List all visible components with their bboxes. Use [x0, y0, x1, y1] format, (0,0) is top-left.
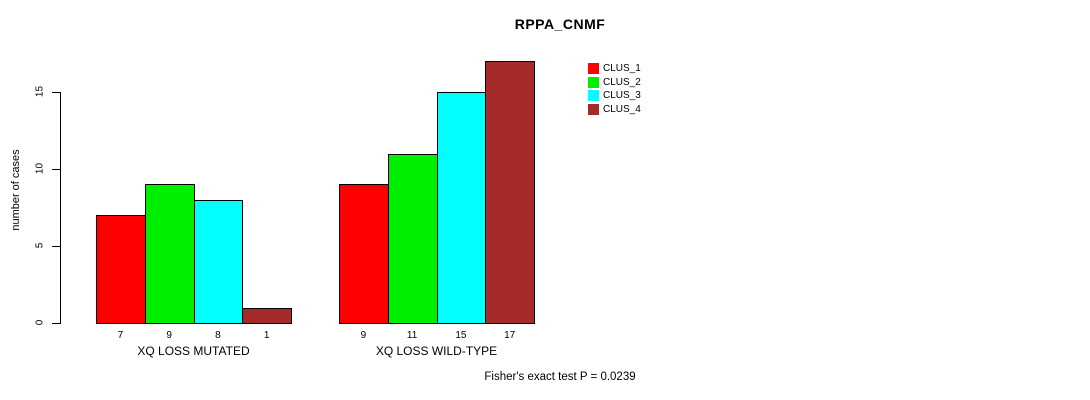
y-axis-tick-label: 15: [34, 85, 46, 98]
legend-item: CLUS_3: [588, 89, 641, 103]
bar-value-label: 15: [455, 330, 467, 341]
bar-value-label: 11: [406, 330, 418, 341]
y-axis-tick-label: 10: [34, 162, 46, 175]
x-axis-group-label: XQ LOSS WILD-TYPE: [375, 344, 498, 358]
chart-title: RPPA_CNMF: [514, 16, 606, 32]
legend-label: CLUS_3: [603, 90, 641, 102]
bar: [242, 307, 292, 324]
legend-item: CLUS_4: [588, 103, 641, 117]
legend-label: CLUS_1: [603, 63, 641, 75]
bar: [436, 92, 487, 324]
y-axis-label: number of cases: [10, 149, 22, 231]
footnote: Fisher's exact test P = 0.0239: [484, 371, 636, 383]
legend-item: CLUS_1: [588, 62, 641, 76]
y-axis-tick: [52, 323, 60, 324]
legend: CLUS_1 CLUS_2 CLUS_3 CLUS_4: [588, 62, 641, 116]
bar: [387, 153, 438, 324]
legend-label: CLUS_2: [603, 76, 641, 88]
legend-swatch: [588, 103, 599, 115]
bar-value-label: 1: [263, 330, 270, 341]
legend-swatch: [588, 90, 599, 102]
y-axis-tick-label: 5: [34, 242, 46, 249]
legend-swatch: [588, 63, 599, 75]
bar-value-label: 7: [117, 330, 124, 341]
bar: [485, 61, 535, 324]
legend-swatch: [588, 76, 599, 88]
bar: [339, 184, 389, 324]
bar-value-label: 9: [166, 330, 172, 341]
legend-item: CLUS_2: [588, 76, 641, 90]
bar-value-label: 8: [215, 330, 221, 341]
y-axis-tick: [52, 246, 60, 247]
y-axis-line: [60, 92, 61, 324]
bar-value-label: 17: [504, 330, 516, 341]
y-axis-tick-label: 0: [34, 319, 46, 326]
bar-value-label: 9: [360, 330, 367, 341]
y-axis-tick: [52, 92, 60, 93]
legend-label: CLUS_4: [603, 103, 641, 115]
bar: [193, 199, 244, 324]
bar: [144, 184, 195, 324]
y-axis-tick: [52, 169, 60, 170]
bar: [96, 215, 146, 324]
x-axis-group-label: XQ LOSS MUTATED: [137, 344, 250, 358]
